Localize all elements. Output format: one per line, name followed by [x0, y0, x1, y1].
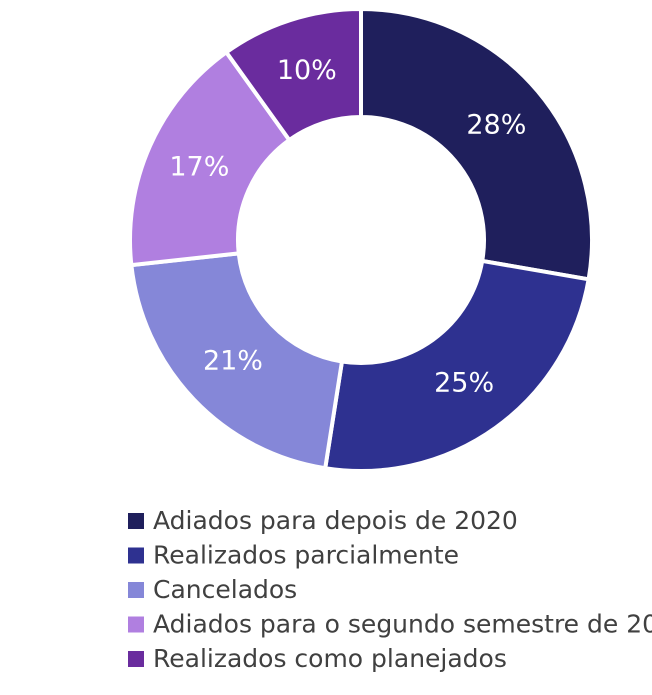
slice-label: 28%: [466, 109, 526, 140]
slice: [129, 251, 345, 471]
legend-swatch: [128, 513, 144, 529]
slice-label: 10%: [277, 55, 337, 86]
legend-label: Adiados para o segundo semestre de 2020: [153, 610, 652, 639]
slice: [128, 49, 293, 268]
legend-swatch: [128, 547, 144, 564]
legend-label: Cancelados: [153, 575, 297, 604]
slice: [223, 6, 363, 143]
slice-label: 25%: [434, 367, 494, 398]
legend-swatch: [128, 616, 144, 633]
legend-swatch: [128, 651, 144, 667]
slice: [359, 6, 594, 282]
legend-swatch: [128, 582, 144, 598]
slice-label: 21%: [203, 346, 263, 377]
legend-label: Realizados como planejados: [153, 644, 507, 673]
slice: [322, 258, 591, 473]
slice-label: 17%: [169, 151, 229, 182]
legend-label: Realizados parcialmente: [153, 541, 459, 570]
legend-label: Adiados para depois de 2020: [153, 506, 518, 535]
